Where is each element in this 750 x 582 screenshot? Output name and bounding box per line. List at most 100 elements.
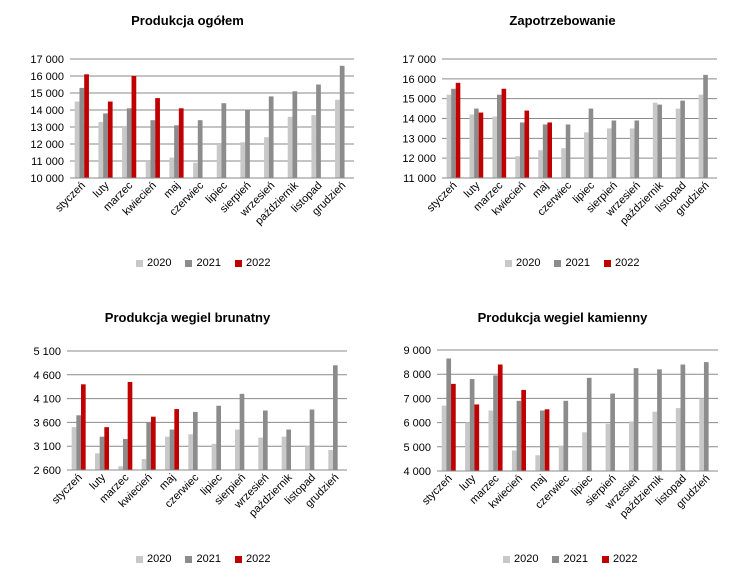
chart-panel-wegiel-brunatny: Produkcja wegiel brunatny 2 600 3 100 3 60… xyxy=(0,291,375,582)
bar-2020 xyxy=(169,157,175,178)
legend-label: 2020 xyxy=(147,257,172,269)
bar-2021 xyxy=(292,91,298,178)
legend-item-2021: 2021 xyxy=(185,257,221,269)
bar-2020 xyxy=(558,445,564,471)
y-tick-label: 13 000 xyxy=(402,133,436,145)
bar-2021 xyxy=(469,379,475,471)
bar-2021 xyxy=(680,100,685,178)
bar-2022 xyxy=(524,110,530,178)
legend-swatch-2022 xyxy=(603,259,611,267)
bar-2022 xyxy=(155,98,160,178)
bar-2021 xyxy=(76,415,81,470)
bar-2020 xyxy=(492,116,497,178)
y-tick-label: 14 000 xyxy=(402,114,436,126)
bar-2022 xyxy=(84,74,89,178)
legend-swatch-2021 xyxy=(554,259,562,267)
legend-swatch-2020 xyxy=(136,259,143,267)
legend-item-2020: 2020 xyxy=(136,553,171,565)
bar-2022 xyxy=(474,404,480,471)
chart-title: Produkcja ogółem xyxy=(131,13,244,28)
bar-2022 xyxy=(174,409,179,470)
bar-2022 xyxy=(544,409,550,471)
chart-legend: 2020 2021 2022 xyxy=(136,553,270,565)
bar-2022 xyxy=(521,389,526,471)
legend-label: 2022 xyxy=(614,257,640,269)
bar-2022 xyxy=(151,416,156,470)
bar-2021 xyxy=(174,125,179,178)
legend-label: 2020 xyxy=(147,553,172,565)
bar-2021 xyxy=(586,377,592,471)
y-tick-label: 17 000 xyxy=(30,54,64,66)
y-tick-label: 12 000 xyxy=(30,139,64,151)
legend-swatch-2021 xyxy=(185,555,193,563)
y-tick-label: 5 000 xyxy=(403,442,431,454)
bar-2022 xyxy=(547,122,552,178)
bar-2021 xyxy=(216,405,221,470)
bar-2021 xyxy=(519,122,525,178)
bar-2020 xyxy=(441,405,447,471)
bar-2021 xyxy=(634,120,640,178)
bar-2021 xyxy=(516,400,522,471)
bar-2020 xyxy=(193,162,198,178)
bar-2021 xyxy=(197,120,203,178)
bar-2020 xyxy=(652,102,658,178)
y-tick-label: 2 600 xyxy=(33,465,61,477)
legend-swatch-2022 xyxy=(601,555,609,563)
chart-panel-wegiel-kamienny: Produkcja wegiel kamienny 4 000 5 000 6 00… xyxy=(375,291,750,582)
y-tick-label: 5 100 xyxy=(33,346,61,358)
legend-label: 2021 xyxy=(565,257,590,269)
bar-2021 xyxy=(657,104,662,178)
y-tick-label: 12 000 xyxy=(402,153,436,165)
legend-item-2021: 2021 xyxy=(554,257,590,269)
legend-item-2020: 2020 xyxy=(136,257,171,269)
legend-item-2022: 2022 xyxy=(234,553,270,565)
legend-item-2022: 2022 xyxy=(603,257,640,269)
chart-title: Zapotrzebowanie xyxy=(509,13,616,28)
bar-2020 xyxy=(258,437,263,470)
bar-2020 xyxy=(629,421,634,471)
bar-2021 xyxy=(103,113,108,178)
y-tick-label: 15 000 xyxy=(30,88,64,100)
y-tick-label: 9 000 xyxy=(403,345,431,357)
legend-label: 2022 xyxy=(612,553,638,565)
legend-item-2021: 2021 xyxy=(552,553,588,565)
bar-2021 xyxy=(79,87,85,178)
bar-2021 xyxy=(610,393,615,471)
bar-2020 xyxy=(95,453,100,470)
bar-2020 xyxy=(515,156,520,178)
bar-2020 xyxy=(145,161,151,178)
bar-2021 xyxy=(99,436,105,470)
bar-2022 xyxy=(178,108,184,178)
bar-2020 xyxy=(141,459,147,470)
bar-2021 xyxy=(150,120,156,178)
bar-2020 xyxy=(675,408,681,471)
bar-2020 xyxy=(188,434,193,470)
legend-swatch-2020 xyxy=(503,555,510,563)
y-tick-label: 4 600 xyxy=(33,370,61,382)
chart-title: Produkcja wegiel brunatny xyxy=(104,310,271,325)
bar-2020 xyxy=(98,121,104,178)
bar-2021 xyxy=(221,103,227,178)
chart-panel-produkcja-ogolem: Produkcja ogółem 10 000 11 000 12 000 13 00… xyxy=(0,0,375,291)
legend-item-2021: 2021 xyxy=(185,553,221,565)
y-tick-label: 7 000 xyxy=(403,393,431,405)
bar-2021 xyxy=(497,94,502,178)
legend-item-2020: 2020 xyxy=(505,257,540,269)
bar-2020 xyxy=(582,432,587,471)
bar-2020 xyxy=(335,99,340,178)
bar-2021 xyxy=(703,74,708,178)
bar-2021 xyxy=(309,409,315,470)
legend-swatch-2021 xyxy=(552,555,560,563)
bar-2020 xyxy=(629,128,635,178)
bar-2021 xyxy=(245,110,250,178)
y-tick-label: 16 000 xyxy=(402,74,436,86)
bar-2021 xyxy=(474,108,479,178)
bar-2021 xyxy=(588,108,594,178)
bar-2021 xyxy=(446,358,452,471)
bar-2020 xyxy=(584,132,589,178)
bar-2021 xyxy=(451,88,456,178)
legend-swatch-2020 xyxy=(505,259,512,267)
bar-2020 xyxy=(511,450,517,471)
chart-legend: 2020 2021 2022 xyxy=(136,257,270,269)
bar-2020 xyxy=(465,422,470,471)
